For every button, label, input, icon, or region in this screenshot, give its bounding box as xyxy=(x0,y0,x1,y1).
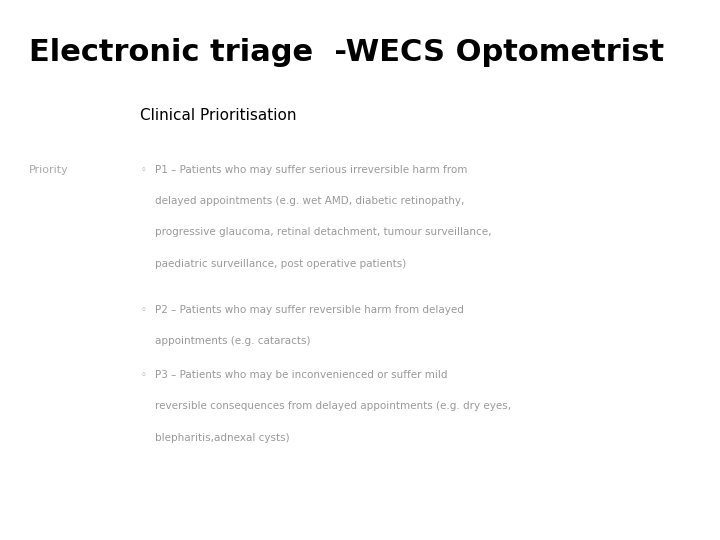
Text: delayed appointments (e.g. wet AMD, diabetic retinopathy,: delayed appointments (e.g. wet AMD, diab… xyxy=(155,196,464,206)
Text: Electronic triage  -WECS Optometrist: Electronic triage -WECS Optometrist xyxy=(29,38,664,67)
Text: Priority: Priority xyxy=(29,165,68,175)
Text: P3 – Patients who may be inconvenienced or suffer mild: P3 – Patients who may be inconvenienced … xyxy=(155,370,447,380)
Text: blepharitis,adnexal cysts): blepharitis,adnexal cysts) xyxy=(155,433,289,443)
Text: appointments (e.g. cataracts): appointments (e.g. cataracts) xyxy=(155,336,310,347)
Text: P2 – Patients who may suffer reversible harm from delayed: P2 – Patients who may suffer reversible … xyxy=(155,305,464,315)
Text: P1 – Patients who may suffer serious irreversible harm from: P1 – Patients who may suffer serious irr… xyxy=(155,165,467,175)
Text: progressive glaucoma, retinal detachment, tumour surveillance,: progressive glaucoma, retinal detachment… xyxy=(155,227,491,238)
Text: reversible consequences from delayed appointments (e.g. dry eyes,: reversible consequences from delayed app… xyxy=(155,401,511,411)
Text: ◦: ◦ xyxy=(140,305,146,315)
Text: ◦: ◦ xyxy=(140,165,146,175)
Text: paediatric surveillance, post operative patients): paediatric surveillance, post operative … xyxy=(155,259,406,269)
Text: ◦: ◦ xyxy=(140,370,146,380)
Text: Clinical Prioritisation: Clinical Prioritisation xyxy=(140,108,297,123)
